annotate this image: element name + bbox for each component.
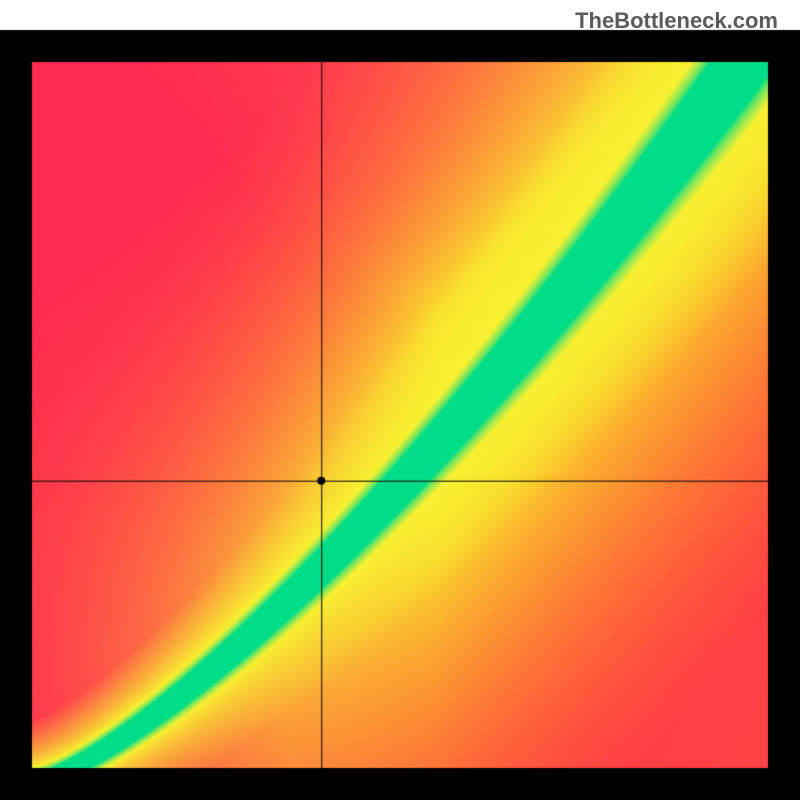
chart-container: TheBottleneck.com (0, 0, 800, 800)
bottleneck-heatmap (0, 0, 800, 800)
watermark-text: TheBottleneck.com (575, 8, 778, 34)
